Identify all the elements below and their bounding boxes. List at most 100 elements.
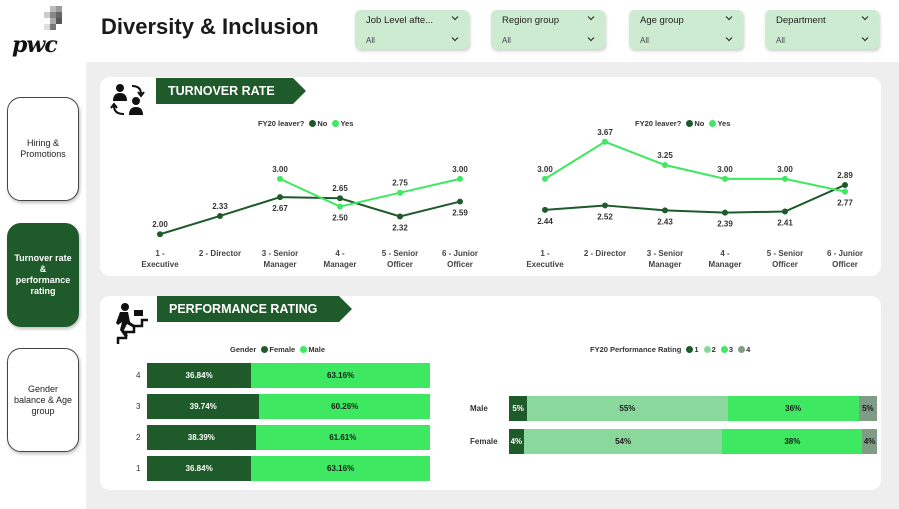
bar-segment-3[interactable]: 36% xyxy=(727,396,859,421)
nav-gender-age[interactable]: Gender balance & Age group xyxy=(7,348,79,452)
x-tick-label: 3 - Senior xyxy=(262,249,298,258)
bar-segment-male[interactable]: 63.16% xyxy=(251,456,430,481)
bar-segment-female[interactable]: 36.84% xyxy=(147,456,252,481)
data-label: 3.00 xyxy=(777,165,793,174)
series-line-no xyxy=(544,184,846,214)
x-tick-label: 4 - xyxy=(335,249,345,258)
data-point[interactable] xyxy=(217,212,223,219)
legend-dot-male xyxy=(300,346,308,353)
chevron-down-icon[interactable] xyxy=(725,14,733,22)
chevron-down-icon[interactable] xyxy=(587,35,595,43)
slicer-job-level[interactable]: Job Level afte... All xyxy=(355,10,469,49)
turnover-card: TURNOVER RATE FY20 leaver? No Yes 2.00 2.… xyxy=(100,77,881,276)
x-tick-label: 2 - Director xyxy=(584,249,626,258)
data-point[interactable] xyxy=(722,175,728,182)
x-tick-label: 1 - xyxy=(540,249,550,258)
data-point[interactable] xyxy=(457,175,463,182)
data-point[interactable] xyxy=(157,231,163,238)
data-point[interactable] xyxy=(842,181,848,188)
data-point[interactable] xyxy=(397,213,403,220)
bar-segment-male[interactable]: 63.16% xyxy=(251,363,430,388)
legend-dot-no xyxy=(309,120,317,127)
legend-yes: Yes xyxy=(717,119,731,128)
x-tick-label: Officer xyxy=(387,260,413,269)
bar-segment-1[interactable]: 4% xyxy=(509,429,524,454)
bar-segment-male[interactable]: 61.61% xyxy=(255,425,430,450)
bar-segment-2[interactable]: 54% xyxy=(523,429,723,454)
legend-title: Gender xyxy=(230,345,257,354)
data-point[interactable] xyxy=(602,202,608,209)
x-tick-label: Executive xyxy=(141,260,179,269)
chevron-down-icon[interactable] xyxy=(587,14,595,22)
chevron-down-icon[interactable] xyxy=(861,35,869,43)
x-tick-label: Executive xyxy=(526,260,564,269)
bar-row: 38.39% 61.61% xyxy=(147,425,430,450)
bar-segment-1[interactable]: 5% xyxy=(509,396,528,421)
bar-segment-2[interactable]: 55% xyxy=(527,396,728,421)
data-point[interactable] xyxy=(337,203,343,210)
data-point[interactable] xyxy=(842,188,848,195)
data-point[interactable] xyxy=(782,208,788,215)
bar-segment-4[interactable]: 5% xyxy=(858,396,877,421)
x-tick-label: Officer xyxy=(772,260,798,269)
data-label: 3.00 xyxy=(717,165,733,174)
data-point[interactable] xyxy=(662,162,668,169)
chart-legend: Gender Female Male xyxy=(230,345,325,354)
legend-4: 4 xyxy=(746,345,751,354)
y-tick-label: Male xyxy=(470,404,488,413)
chevron-down-icon[interactable] xyxy=(451,35,459,43)
x-tick-label: 1 - xyxy=(155,249,165,258)
data-point[interactable] xyxy=(542,175,548,182)
chart-legend: FY20 leaver? No Yes xyxy=(635,119,730,128)
data-point[interactable] xyxy=(782,175,788,182)
bar-row: 5% 55% 36% 5% xyxy=(509,396,877,421)
data-point[interactable] xyxy=(602,138,608,145)
logo-mark xyxy=(40,6,62,32)
pwc-logo: pwc xyxy=(10,6,70,58)
data-label: 2.77 xyxy=(837,199,853,208)
chevron-down-icon[interactable] xyxy=(451,14,459,22)
data-label: 3.00 xyxy=(452,165,468,174)
slicer-label: Age group xyxy=(640,15,684,26)
legend-dot-yes xyxy=(709,120,717,127)
nav-turnover-performance[interactable]: Turnover rate & performance rating xyxy=(7,223,79,327)
nav-hiring-promotions[interactable]: Hiring & Promotions xyxy=(7,97,79,201)
slicer-department[interactable]: Department All xyxy=(765,10,879,49)
x-tick-label: Manager xyxy=(709,260,742,269)
bar-segment-female[interactable]: 39.74% xyxy=(147,394,260,419)
series-line-no xyxy=(159,196,461,236)
x-tick-label: 3 - Senior xyxy=(647,249,683,258)
data-point[interactable] xyxy=(337,195,343,202)
slicer-value: All xyxy=(640,36,649,45)
slicer-region-group[interactable]: Region group All xyxy=(491,10,605,49)
legend-title: FY20 leaver? xyxy=(258,119,305,128)
bar-segment-4[interactable]: 4% xyxy=(862,429,877,454)
y-tick-label: 2 xyxy=(136,433,141,442)
turnover-banner: TURNOVER RATE xyxy=(156,78,306,104)
chevron-down-icon[interactable] xyxy=(861,14,869,22)
data-label: 2.65 xyxy=(332,184,348,193)
legend-dot-yes xyxy=(332,120,340,127)
data-point[interactable] xyxy=(457,198,463,205)
data-point[interactable] xyxy=(277,175,283,182)
data-point[interactable] xyxy=(662,207,668,214)
data-point[interactable] xyxy=(397,189,403,196)
data-point[interactable] xyxy=(277,194,283,201)
chevron-down-icon[interactable] xyxy=(725,35,733,43)
chart-legend: FY20 Performance Rating 1 2 3 4 xyxy=(590,345,750,354)
x-tick-label: 4 - xyxy=(720,249,730,258)
x-tick-label: 5 - Senior xyxy=(767,249,803,258)
bar-segment-male[interactable]: 60.26% xyxy=(259,394,430,419)
bar-row: 36.84% 63.16% xyxy=(147,363,430,388)
bar-segment-female[interactable]: 38.39% xyxy=(147,425,256,450)
banner-label: TURNOVER RATE xyxy=(168,84,275,98)
data-point[interactable] xyxy=(542,206,548,213)
legend-yes: Yes xyxy=(340,119,354,128)
chart-legend: FY20 leaver? No Yes xyxy=(258,119,353,128)
slicer-age-group[interactable]: Age group All xyxy=(629,10,743,49)
data-point[interactable] xyxy=(722,209,728,216)
bar-segment-3[interactable]: 38% xyxy=(722,429,863,454)
data-label: 2.44 xyxy=(537,217,553,226)
bar-segment-female[interactable]: 36.84% xyxy=(147,363,252,388)
